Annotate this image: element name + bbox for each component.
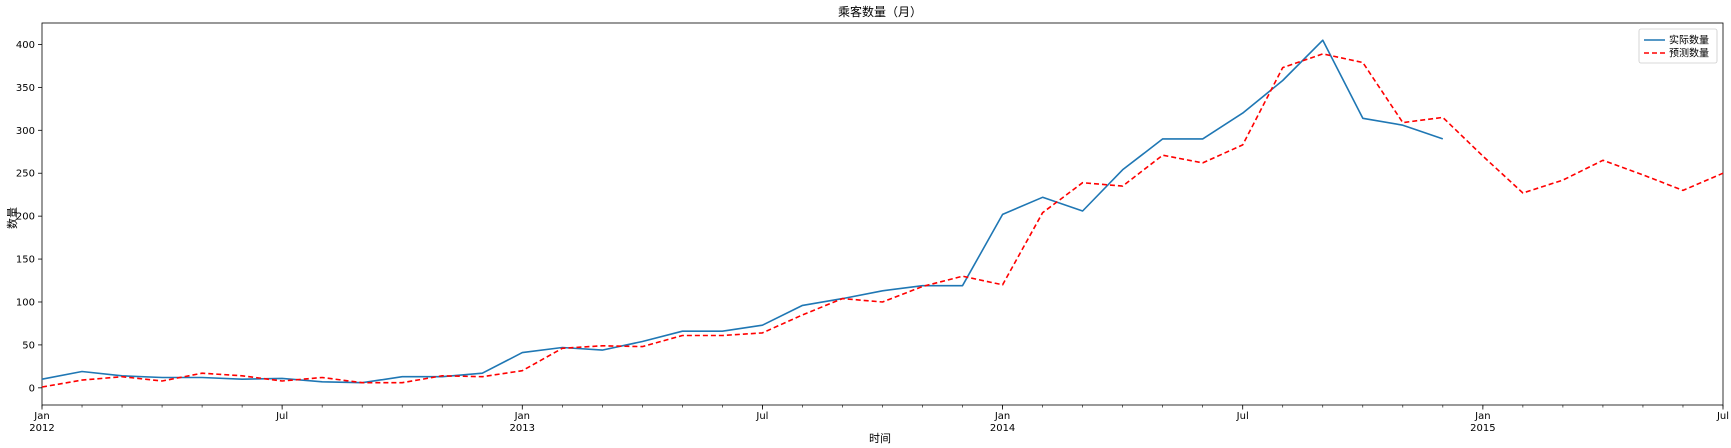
x-tick-label: Jul xyxy=(755,411,768,422)
x-tick-year-label: 2015 xyxy=(1470,423,1495,434)
x-tick-label: Jan xyxy=(33,411,49,422)
y-axis: 0 50 100 150 200 250 300 350 400 xyxy=(16,40,42,394)
x-tick-label: Jan xyxy=(994,411,1010,422)
y-tick-label: 300 xyxy=(16,126,35,137)
y-tick-label: 100 xyxy=(16,297,35,308)
y-tick-label: 150 xyxy=(16,255,35,266)
y-tick-label: 400 xyxy=(16,40,35,51)
plot-frame xyxy=(41,22,1724,406)
y-tick-label: 0 xyxy=(29,383,35,394)
chart-title: 乘客数量（月） xyxy=(838,4,922,19)
legend-label: 预测数量 xyxy=(1669,47,1709,60)
x-tick-year-label: 2013 xyxy=(510,423,535,434)
y-tick-label: 50 xyxy=(22,340,35,351)
legend-box xyxy=(1638,28,1718,64)
x-tick-year-label: 2014 xyxy=(990,423,1015,434)
y-tick-label: 200 xyxy=(16,212,35,223)
y-tick-label: 250 xyxy=(16,169,35,180)
x-tick-label: Jul xyxy=(1236,411,1249,422)
series-layer xyxy=(41,39,1724,388)
series-line-1 xyxy=(41,39,1444,384)
x-tick-year-label: 2012 xyxy=(29,423,54,434)
x-tick-label: Jul xyxy=(275,411,288,422)
y-tick-label: 350 xyxy=(16,83,35,94)
y-axis-title: 数量 xyxy=(6,207,19,229)
x-tick-label: Jan xyxy=(1474,411,1490,422)
x-tick-label: Jul xyxy=(1716,411,1729,422)
x-axis-title: 时间 xyxy=(869,432,891,445)
plot-area xyxy=(41,22,1724,406)
x-tick-label: Jan xyxy=(514,411,530,422)
legend-label: 实际数量 xyxy=(1669,34,1709,47)
series-line-2 xyxy=(41,53,1724,388)
